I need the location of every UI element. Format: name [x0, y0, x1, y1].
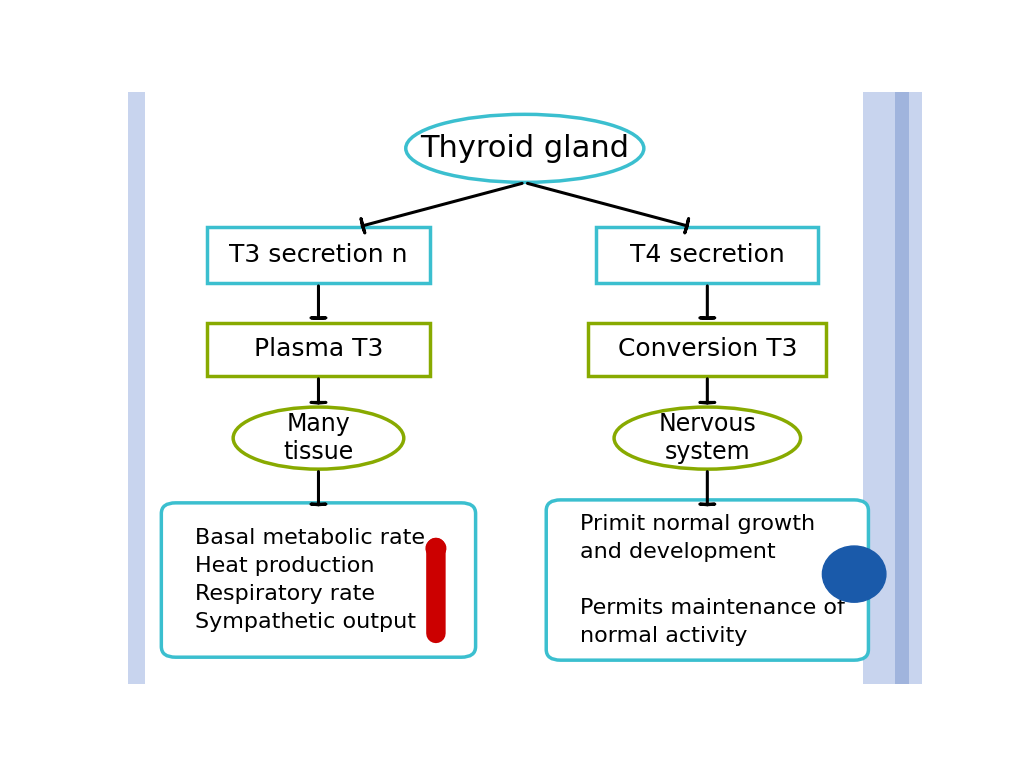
FancyBboxPatch shape: [588, 323, 826, 376]
Bar: [909, 92, 922, 684]
Text: Basal metabolic rate
Heat production
Respiratory rate
Sympathetic output: Basal metabolic rate Heat production Res…: [196, 528, 425, 632]
FancyBboxPatch shape: [207, 227, 430, 283]
Ellipse shape: [406, 114, 644, 182]
Text: Nervous
system: Nervous system: [658, 412, 756, 464]
Text: Plasma T3: Plasma T3: [254, 337, 383, 362]
Text: Thyroid gland: Thyroid gland: [420, 134, 630, 163]
Text: T3 secretion n: T3 secretion n: [229, 243, 408, 266]
FancyBboxPatch shape: [162, 503, 475, 657]
FancyBboxPatch shape: [546, 500, 868, 660]
Ellipse shape: [233, 407, 403, 469]
Text: T4 secretion: T4 secretion: [630, 243, 784, 266]
FancyBboxPatch shape: [207, 323, 430, 376]
Bar: [128, 92, 145, 684]
Text: Conversion T3: Conversion T3: [617, 337, 797, 362]
Bar: [863, 92, 895, 684]
FancyBboxPatch shape: [596, 227, 818, 283]
Ellipse shape: [822, 546, 886, 602]
Text: Many
tissue: Many tissue: [284, 412, 353, 464]
Bar: [895, 92, 909, 684]
Ellipse shape: [614, 407, 801, 469]
Text: Primit normal growth
and development

Permits maintenance of
normal activity: Primit normal growth and development Per…: [581, 514, 845, 646]
